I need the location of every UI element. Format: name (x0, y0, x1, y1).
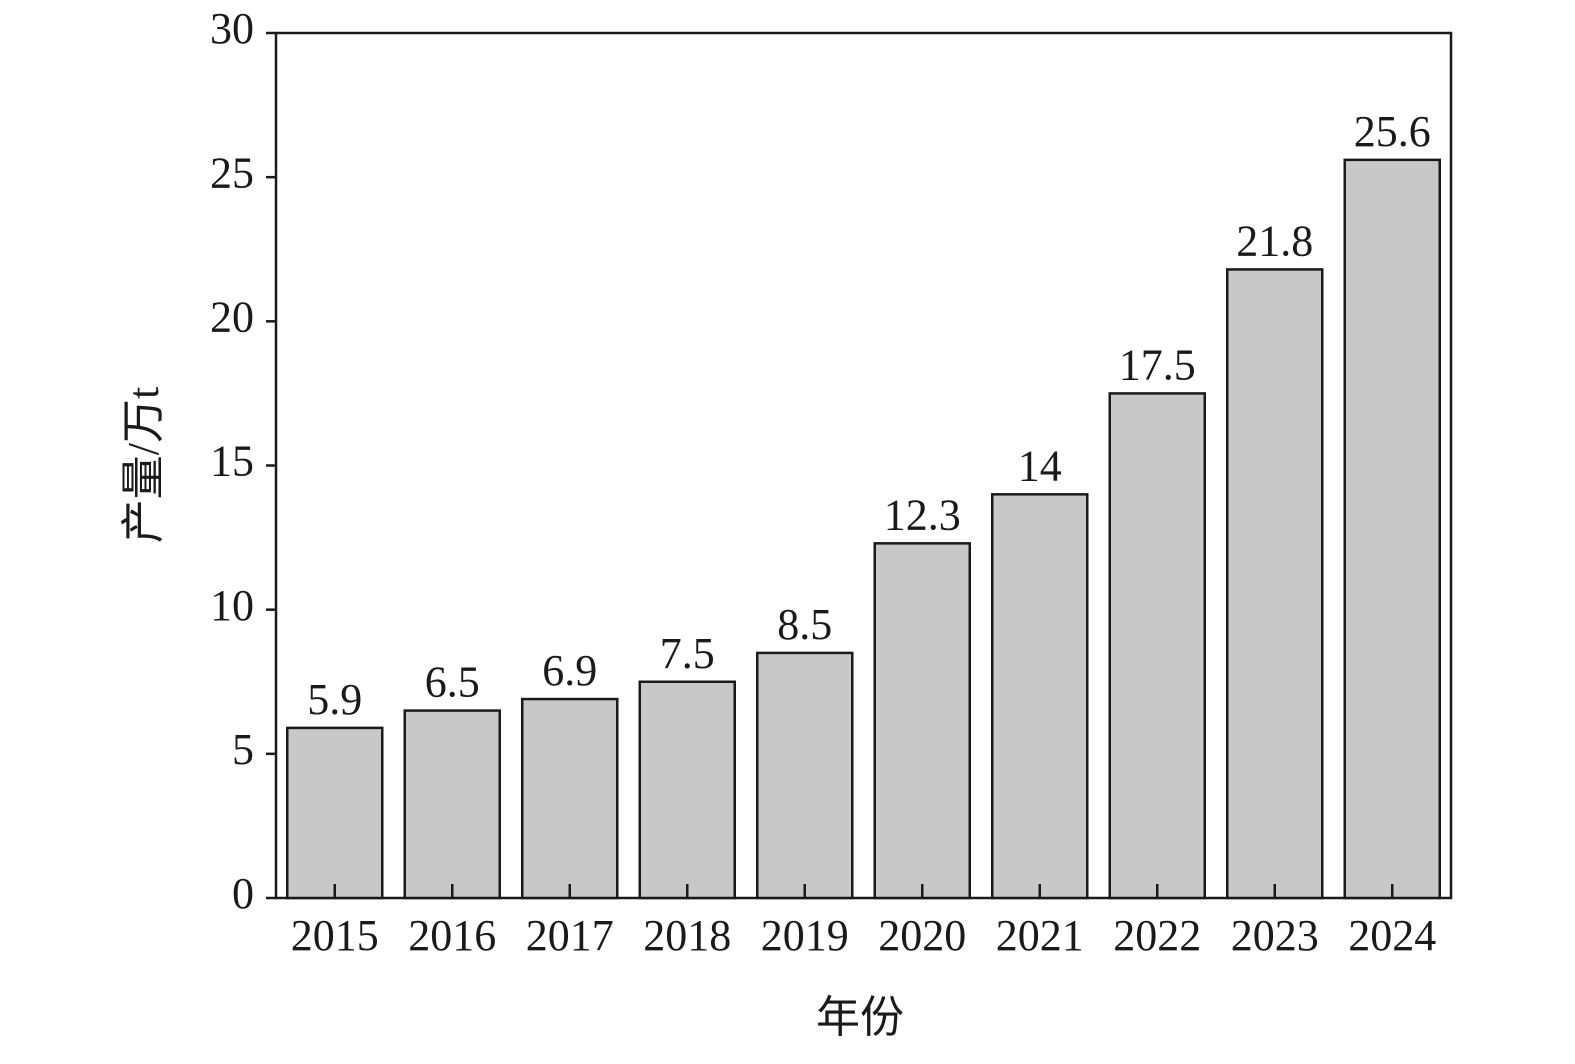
bar (991, 493, 1089, 900)
data-label: 8.5 (777, 600, 832, 649)
x-tick-label: 2024 (1348, 911, 1436, 960)
bar (873, 542, 971, 900)
data-label: 5.9 (307, 675, 362, 724)
bar (286, 726, 384, 900)
x-axis-label: 年份 (816, 993, 904, 1042)
x-tick-label: 2017 (526, 911, 614, 960)
data-label: 14 (1018, 441, 1062, 490)
y-axis-label: 产量/万t (119, 387, 168, 543)
x-tick-label: 2015 (291, 911, 379, 960)
data-label: 12.3 (884, 490, 961, 539)
bar (638, 680, 736, 900)
y-tick-label: 25 (210, 148, 254, 197)
bar (521, 697, 619, 900)
x-tick-label: 2022 (1113, 911, 1201, 960)
x-tick-label: 2016 (408, 911, 496, 960)
x-tick-label: 2021 (996, 911, 1084, 960)
data-label: 21.8 (1236, 217, 1313, 266)
x-tick-label: 2018 (643, 911, 731, 960)
bar (1226, 268, 1324, 900)
y-tick-label: 30 (210, 4, 254, 53)
data-label: 6.5 (425, 658, 480, 707)
y-tick-label: 20 (210, 292, 254, 341)
y-tick-label: 0 (232, 869, 254, 918)
data-label: 17.5 (1119, 341, 1196, 390)
bar (1343, 158, 1441, 900)
bar (756, 651, 854, 900)
x-tick-label: 2020 (878, 911, 966, 960)
bar (403, 709, 501, 900)
y-tick-label: 15 (210, 437, 254, 486)
data-label: 25.6 (1354, 107, 1431, 156)
x-tick-label: 2023 (1231, 911, 1319, 960)
bar (1108, 392, 1206, 900)
y-tick-label: 5 (232, 725, 254, 774)
x-tick-label: 2019 (761, 911, 849, 960)
data-label: 6.9 (542, 646, 597, 695)
data-label: 7.5 (660, 629, 715, 678)
y-tick-label: 10 (210, 581, 254, 630)
